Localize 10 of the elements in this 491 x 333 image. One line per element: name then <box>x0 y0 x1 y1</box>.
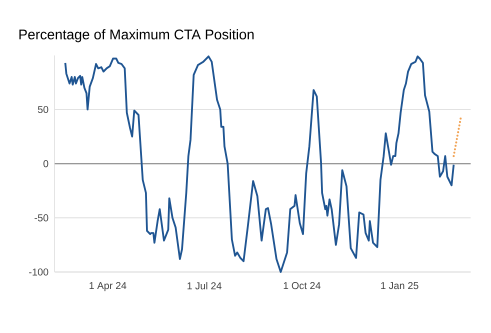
y-tick-label: 50 <box>38 106 48 114</box>
x-tick-label: 1 Jul 24 <box>188 282 222 290</box>
y-tick-label: -50 <box>34 214 48 222</box>
y-tick-label: 0 <box>43 160 48 168</box>
chart-title: Percentage of Maximum CTA Position <box>19 29 254 42</box>
line-series <box>64 55 455 273</box>
x-tick-label: 1 Apr 24 <box>90 282 126 292</box>
x-tick-label: 1 Oct 24 <box>284 282 321 290</box>
y-tick-label: -100 <box>29 268 48 276</box>
x-tick-label: 1 Jan 25 <box>381 282 418 290</box>
